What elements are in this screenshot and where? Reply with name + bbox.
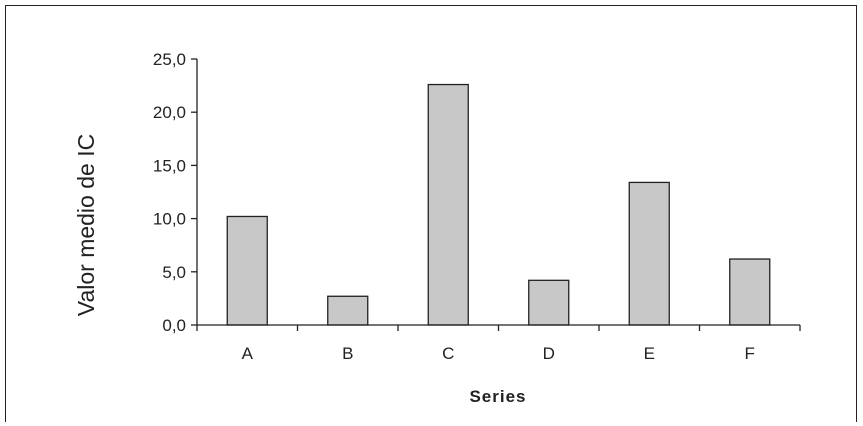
x-tick-label: A [242,344,254,363]
bar [628,181,670,326]
y-tick-label: 0,0 [162,316,186,335]
x-tick-label: E [644,344,655,363]
x-axis-label: Series [469,387,526,406]
x-tick-label: B [342,344,353,363]
x-tick-label: C [442,344,454,363]
y-axis-label: Valor medio de IC [73,134,99,316]
y-tick-label: 25,0 [153,50,186,69]
bar [327,295,369,326]
y-tick-label: 20,0 [153,103,186,122]
x-tick-label: F [745,344,755,363]
chart-frame [5,5,857,422]
bars-group [226,83,771,326]
bar [427,83,469,326]
bar [226,215,268,326]
y-tick-label: 5,0 [162,263,186,282]
axes-group [196,59,800,326]
bar [729,258,771,326]
x-ticks-group: A B C D E F [196,325,801,363]
y-tick-label: 10,0 [153,210,186,229]
bar [528,279,570,326]
y-ticks-group: 0,0 5,0 10,0 15,0 20,0 25,0 [153,50,197,335]
y-tick-label: 15,0 [153,156,186,175]
x-tick-label: D [543,344,555,363]
